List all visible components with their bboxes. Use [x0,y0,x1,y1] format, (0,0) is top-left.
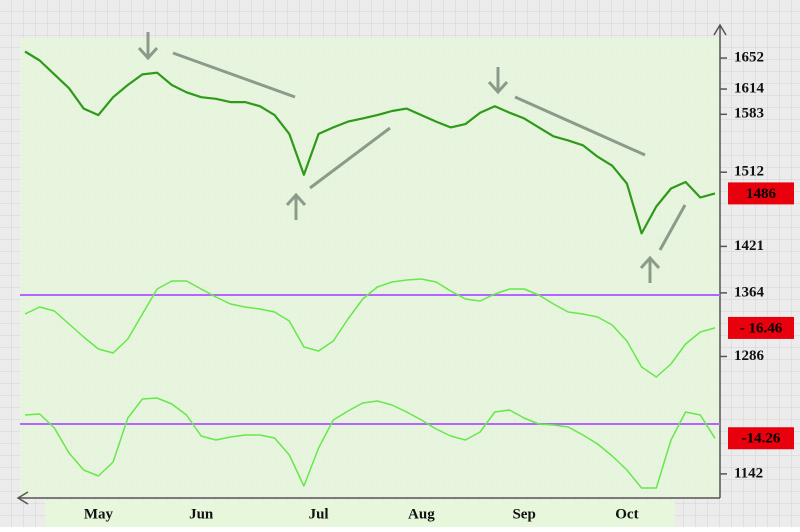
y-tick-label: 1364 [734,284,765,300]
value-label-box [728,182,794,205]
y-tick-label: 1583 [734,106,764,122]
x-tick-label: Sep [512,506,535,522]
y-tick-label: 1652 [734,49,764,65]
value-label: - 16.46 [740,320,783,336]
value-label-box [728,316,794,339]
y-tick-label: 1421 [734,238,764,254]
annotations [137,32,687,283]
value-label: 1486 [746,186,777,202]
x-tick-label: Oct [615,506,638,522]
x-tick-label: Aug [408,506,435,522]
x-tick-label: Jul [309,506,329,522]
x-axis-band [45,500,675,527]
oscillator-line [24,397,716,489]
plot-area [20,38,720,498]
y-tick-label: 1614 [734,80,765,96]
y-tick-label: 1286 [734,348,765,364]
x-tick-label: May [84,506,114,522]
price-line [24,50,716,235]
x-tick-label: Jun [189,506,214,522]
value-label-box [728,427,794,450]
value-label: -14.26 [742,431,781,447]
y-tick-label: 1512 [734,164,764,180]
axes [16,23,727,505]
y-tick-label: 1142 [734,465,763,481]
oscillator-line [24,278,716,378]
